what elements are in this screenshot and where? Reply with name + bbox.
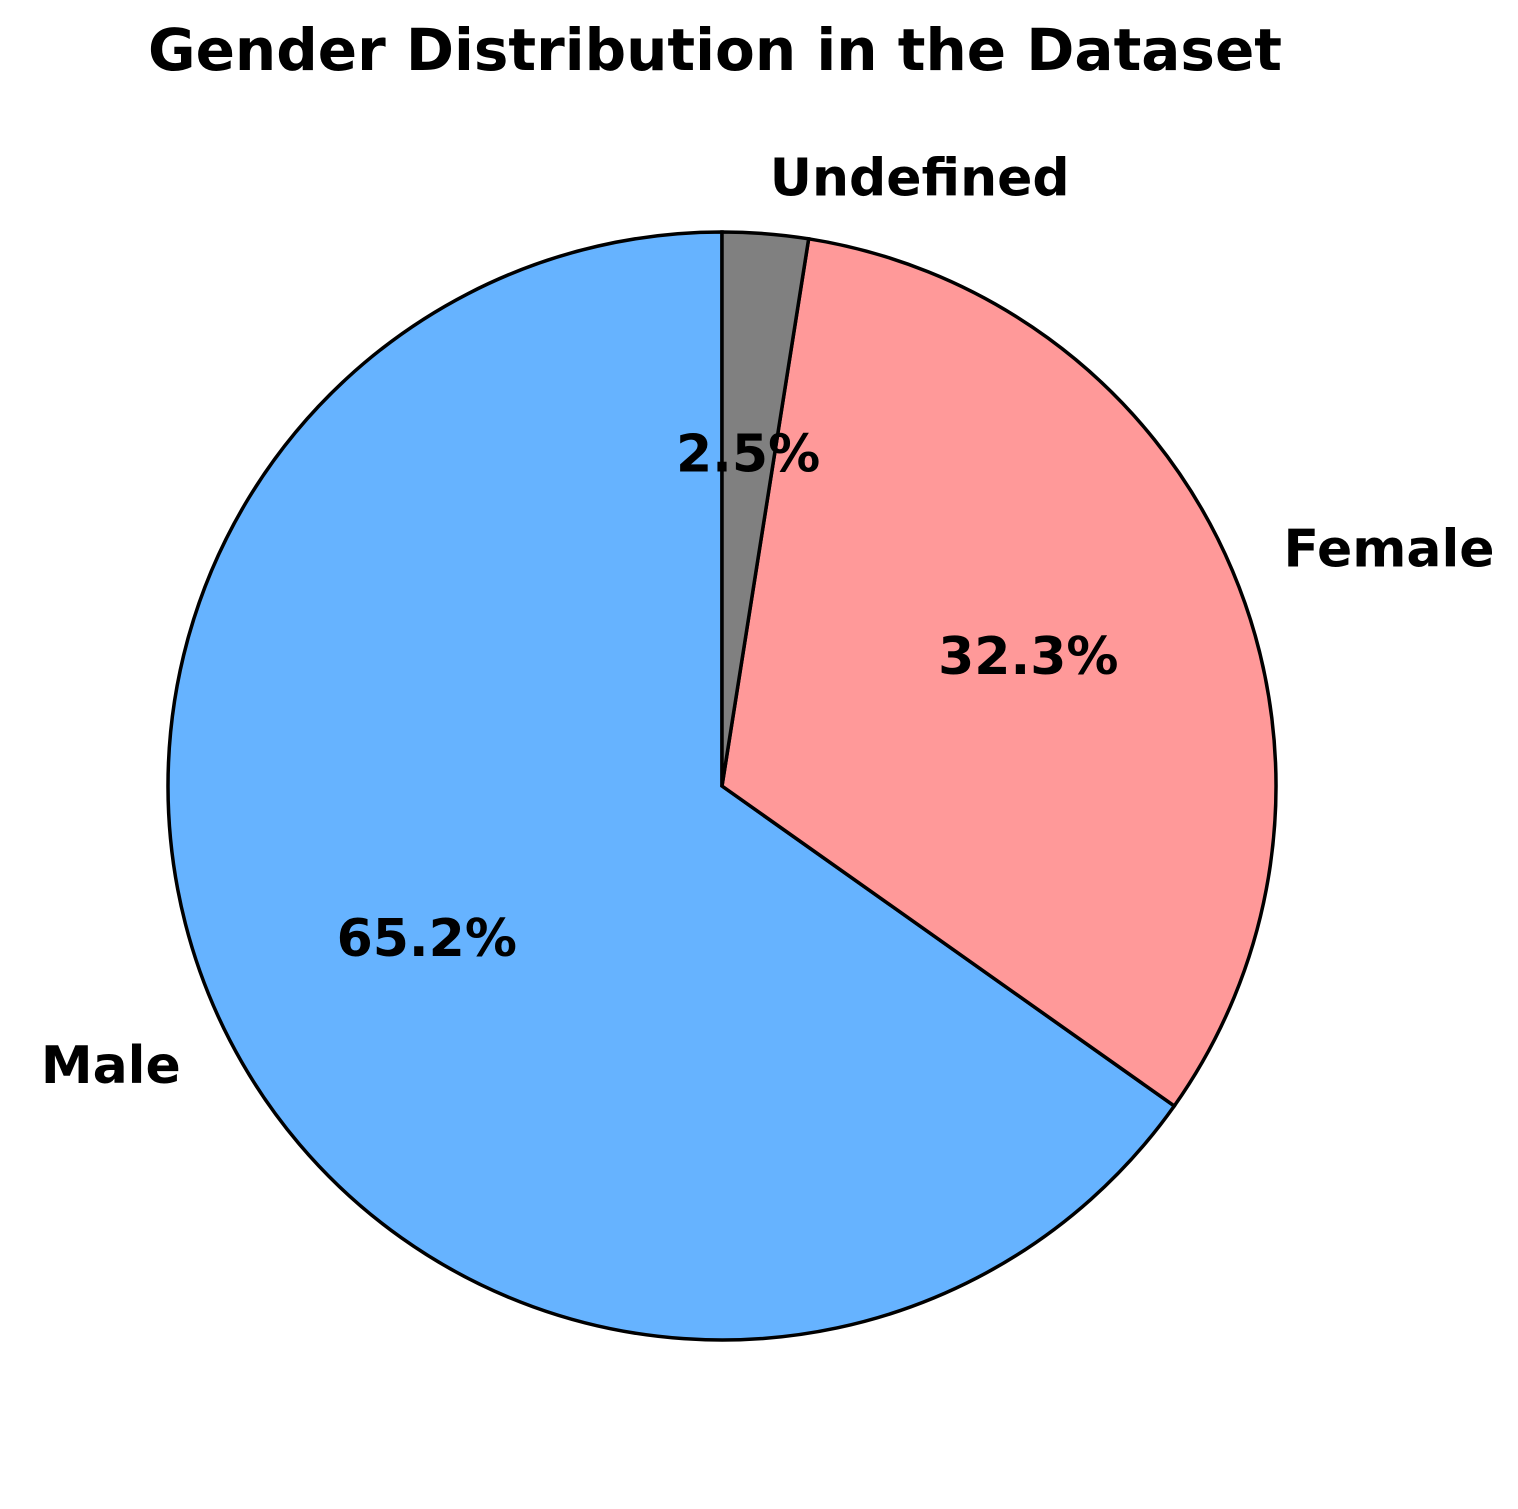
pie-slice-undefined bbox=[720, 230, 811, 787]
pie-slice-female bbox=[720, 236, 1278, 1109]
slice-label-male: Male bbox=[41, 1036, 181, 1096]
pie-slices bbox=[166, 230, 1278, 1342]
pie-labels: 65.2% Male 32.3% Female 2.5% Undefined bbox=[41, 148, 1495, 1096]
slice-label-undefined: Undefined bbox=[770, 148, 1070, 208]
slice-label-female: Female bbox=[1284, 519, 1495, 579]
chart-title: Gender Distribution in the Dataset bbox=[148, 16, 1282, 84]
pct-label-female: 32.3% bbox=[938, 627, 1118, 687]
pie-slice-male bbox=[166, 230, 1177, 1342]
pct-label-male: 65.2% bbox=[337, 909, 517, 969]
pct-label-undefined: 2.5% bbox=[676, 425, 820, 485]
